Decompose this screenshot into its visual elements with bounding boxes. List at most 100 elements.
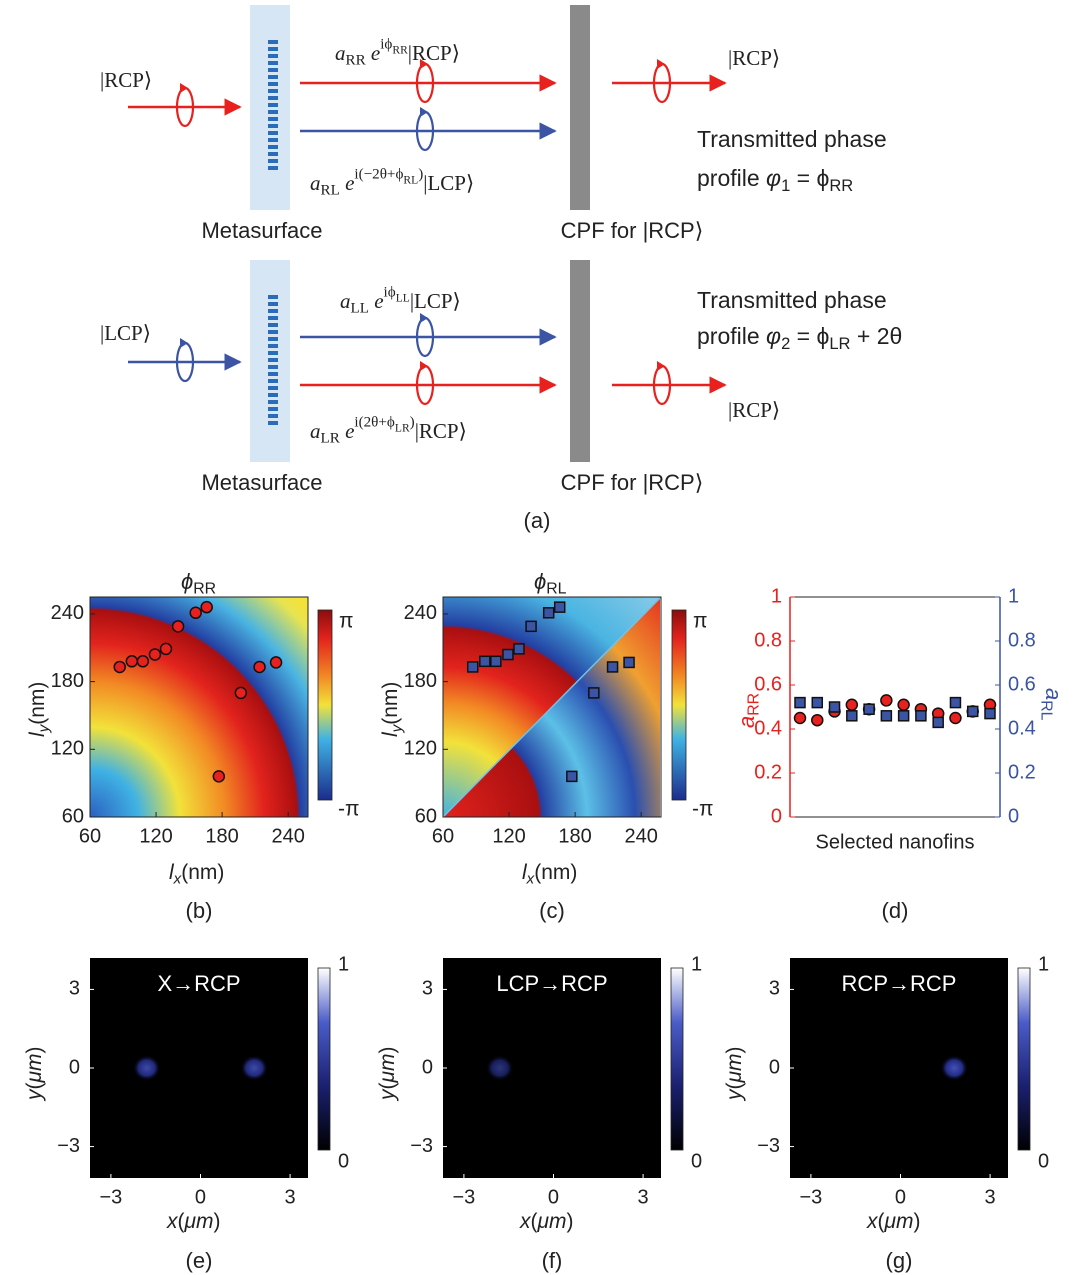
text-part: ) bbox=[418, 167, 423, 183]
focal-spot bbox=[485, 1055, 514, 1081]
text-part: x bbox=[519, 1210, 532, 1233]
colorbar-label: -π bbox=[338, 798, 359, 821]
note: profile φ2 = ϕLR + 2θ bbox=[697, 323, 902, 353]
text-part: ) bbox=[723, 1047, 746, 1054]
text-part: 2 bbox=[781, 334, 790, 353]
y-tick-label: −3 bbox=[410, 1135, 433, 1157]
y-tick-label: 0.2 bbox=[754, 761, 782, 783]
nanofin bbox=[268, 89, 278, 93]
y-tick-label: 1 bbox=[771, 585, 782, 607]
nanofin bbox=[268, 372, 278, 376]
focal-spot bbox=[940, 1055, 969, 1081]
state-label: |RCP⟩ bbox=[728, 46, 780, 70]
text-part: x bbox=[866, 1210, 879, 1233]
text-part: LL bbox=[396, 292, 410, 304]
y2-tick-label: 1 bbox=[1008, 585, 1019, 607]
text-part: ( bbox=[723, 1083, 746, 1090]
colorbar-tick-label: 1 bbox=[1038, 953, 1049, 975]
data-point bbox=[542, 607, 555, 619]
data-point bbox=[513, 643, 525, 655]
text-part: l bbox=[379, 731, 402, 737]
data-point bbox=[234, 686, 248, 700]
y2-tick-label: 0 bbox=[1008, 805, 1019, 827]
text-part: a bbox=[310, 419, 321, 443]
data-point bbox=[189, 606, 202, 620]
text-part: ) bbox=[410, 415, 415, 431]
panel-label: (b) bbox=[186, 898, 213, 923]
data-point bbox=[171, 620, 185, 633]
text-part: y bbox=[35, 723, 52, 733]
text-part: RR bbox=[746, 693, 763, 716]
text-part: a bbox=[335, 41, 346, 65]
data-point bbox=[125, 655, 139, 668]
nanofin bbox=[268, 400, 278, 404]
y-axis-label: aRR bbox=[734, 693, 763, 728]
text-part: a bbox=[340, 289, 351, 313]
polarization-arrow bbox=[420, 107, 428, 117]
x-tick-label: 60 bbox=[432, 825, 454, 847]
plot-frame bbox=[89, 596, 309, 818]
panel-label: (e) bbox=[186, 1248, 213, 1273]
text-part: ) bbox=[23, 1047, 46, 1054]
colorbar bbox=[317, 609, 333, 801]
nanofin bbox=[268, 40, 278, 44]
nanofin bbox=[268, 138, 278, 142]
text-part: ( bbox=[376, 1083, 399, 1090]
y-tick-label: 0 bbox=[422, 1056, 433, 1078]
data-point bbox=[490, 655, 502, 668]
y-tick-label: 0 bbox=[769, 1056, 780, 1078]
data-point bbox=[949, 696, 962, 709]
text-part: e bbox=[340, 171, 355, 195]
x-axis-label: Selected nanofins bbox=[815, 831, 974, 853]
text-part: |LCP⟩ bbox=[410, 289, 461, 313]
x-tick-label: 0 bbox=[195, 1186, 206, 1208]
text-part: LR bbox=[321, 431, 341, 447]
polarization-arrow bbox=[180, 83, 188, 93]
colorbar bbox=[670, 967, 684, 1151]
panel-label: (c) bbox=[539, 898, 565, 923]
beam-label: aRL ei(−2θ+ϕRL)|LCP⟩ bbox=[310, 167, 474, 199]
nanofin bbox=[268, 159, 278, 163]
y2-tick-label: 0.2 bbox=[1008, 761, 1036, 783]
y-tick-label: 0.8 bbox=[754, 629, 782, 651]
text-part: (nm) bbox=[181, 861, 224, 884]
data-point bbox=[932, 716, 944, 729]
filter-slab bbox=[570, 5, 590, 210]
x-tick-label: 180 bbox=[558, 825, 591, 847]
nanofin bbox=[268, 358, 278, 362]
filter-slab bbox=[570, 260, 590, 462]
colorbar-tick-label: 0 bbox=[691, 1150, 702, 1172]
text-part: profile bbox=[697, 323, 766, 349]
colorbar-tick-label: 0 bbox=[1038, 1150, 1049, 1172]
panel-label: (f) bbox=[542, 1248, 563, 1273]
y-tick-label: 3 bbox=[69, 978, 80, 1000]
nanofin bbox=[268, 365, 278, 369]
y-axis-label: ly(nm) bbox=[379, 682, 406, 737]
data-point bbox=[566, 770, 578, 783]
phase-map bbox=[90, 597, 308, 817]
y-tick-label: 3 bbox=[422, 978, 433, 1000]
text-part: x bbox=[173, 870, 182, 887]
y2-tick-label: 0.8 bbox=[1008, 629, 1036, 651]
nanofin bbox=[268, 316, 278, 320]
panel-title: ϕRR bbox=[181, 569, 216, 598]
x-tick-label: −3 bbox=[452, 1186, 475, 1208]
field-map bbox=[443, 958, 661, 1178]
text-part: iϕ bbox=[384, 285, 396, 301]
data-point bbox=[479, 655, 491, 668]
polarization-arrow bbox=[657, 361, 665, 371]
nanofin bbox=[268, 351, 278, 355]
x-tick-label: 0 bbox=[548, 1186, 559, 1208]
data-point bbox=[159, 642, 173, 656]
x-tick-label: −3 bbox=[799, 1186, 822, 1208]
colorbar-label: -π bbox=[692, 798, 713, 821]
nanofin bbox=[268, 414, 278, 418]
nanofin bbox=[268, 54, 278, 58]
data-point bbox=[269, 656, 283, 669]
x-axis-label: x(μm) bbox=[166, 1210, 221, 1233]
nanofin bbox=[268, 393, 278, 397]
x-axis-label: lx(nm) bbox=[169, 861, 224, 888]
nanofin bbox=[268, 75, 278, 79]
beam-label: aLL eiϕLL|LCP⟩ bbox=[340, 285, 461, 317]
data-point bbox=[880, 694, 893, 707]
